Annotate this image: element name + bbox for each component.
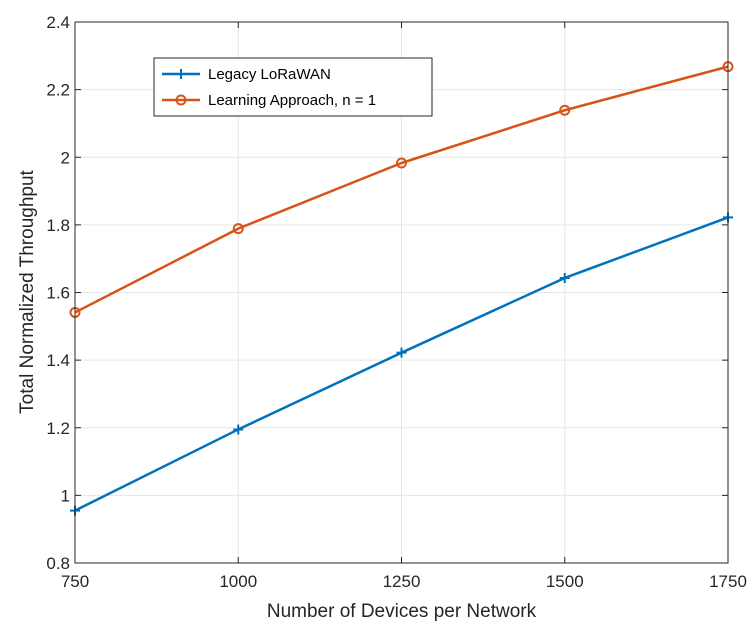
data-point-marker (232, 223, 244, 235)
data-point-marker (559, 104, 571, 116)
y-tick-label: 1.6 (46, 284, 70, 303)
legend-label: Learning Approach, n = 1 (208, 92, 376, 109)
y-tick-label: 1.8 (46, 216, 70, 235)
y-tick-label: 0.8 (46, 554, 70, 573)
data-point-marker (396, 157, 407, 169)
y-tick-label: 2.2 (46, 81, 70, 100)
y-tick-label: 1.2 (46, 419, 70, 438)
series-1 (70, 212, 733, 516)
x-tick-label: 750 (61, 572, 89, 591)
data-point-marker (396, 347, 407, 358)
y-tick-label: 1 (61, 486, 70, 505)
axis-ticks: 750 1000 1250 1500 1750 0.8 1 1.2 1.4 1.6 1.8 2 2.2 2… (46, 13, 747, 591)
legend: Legacy LoRaWAN Learning Approach, n = 1 (153, 57, 433, 117)
y-tick-label: 1.4 (46, 351, 70, 370)
series-line (74, 65, 729, 314)
series-layer (69, 61, 734, 516)
x-tick-label: 1750 (709, 572, 747, 591)
x-tick-label: 1250 (383, 572, 421, 591)
legend-entry: Learning Approach, n = 1 (162, 92, 376, 109)
x-axis-label: Number of Devices per Network (267, 601, 537, 622)
legend-label: Legacy LoRaWAN (208, 66, 331, 83)
data-point-marker (559, 272, 570, 283)
legend-box (153, 57, 433, 117)
x-tick-label: 1500 (546, 572, 584, 591)
y-tick-label: 2 (61, 148, 70, 167)
x-tick-label: 1000 (219, 572, 257, 591)
y-axis-label: Total Normalized Throughput (17, 169, 38, 413)
legend-entry: Legacy LoRaWAN (162, 66, 331, 83)
legend-marker (176, 69, 186, 79)
y-tick-label: 2.4 (46, 13, 70, 32)
data-point-marker (233, 424, 244, 435)
legend-marker (175, 94, 187, 106)
